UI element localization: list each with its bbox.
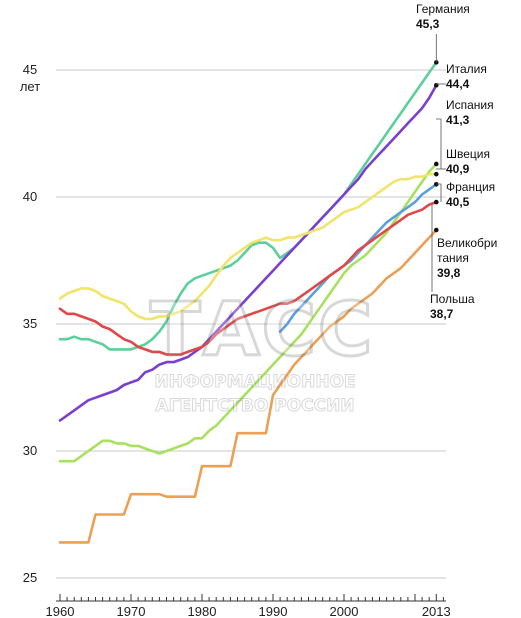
- series-label-value: 44,4: [446, 77, 470, 91]
- series-label-name: тания: [437, 251, 469, 265]
- series-line-1: [58, 83, 438, 422]
- x-tick-label: 1980: [188, 604, 217, 618]
- y-tick-label: 40: [23, 189, 37, 204]
- x-tick-label: 1990: [259, 604, 288, 618]
- series-label-name: Швеция: [446, 147, 490, 161]
- gridlines: [56, 69, 446, 579]
- x-tick-label: 1960: [46, 604, 75, 618]
- y-tick-label: 35: [23, 316, 37, 331]
- line-labels: Германия45,3Италия44,4Испания41,3Швеция4…: [416, 2, 497, 321]
- endpoint-dot-6: [434, 227, 439, 233]
- endpoint-dot-5: [434, 199, 439, 205]
- series-label-name: Франция: [446, 180, 495, 194]
- series-line-4: [278, 183, 438, 333]
- leader-line: [436, 183, 442, 202]
- y-tick-label: 25: [23, 570, 37, 585]
- series-line-3: [58, 172, 438, 321]
- series-label-name: Италия: [446, 62, 487, 76]
- y-tick-label: 30: [23, 443, 37, 458]
- endpoint-dot-2: [434, 161, 439, 167]
- series-line-2: [58, 162, 438, 463]
- x-tick-label: 2013: [422, 604, 451, 618]
- series-label-value: 40,9: [446, 162, 470, 176]
- x-tick-label: 2000: [330, 604, 359, 618]
- series-label-name: Польша: [430, 292, 475, 306]
- series-label-name: Германия: [416, 2, 470, 16]
- leader-line: [436, 118, 442, 169]
- series-label-value: 38,7: [430, 307, 454, 321]
- series-label-value: 39,8: [437, 266, 461, 280]
- series-label-name: Испания: [446, 98, 494, 112]
- y-tick-label: 45: [23, 62, 37, 77]
- y-axis-unit: лет: [20, 79, 40, 94]
- series-label-name: Великобри: [437, 236, 497, 250]
- series-label-value: 40,5: [446, 195, 470, 209]
- series-label-value: 45,3: [416, 17, 440, 31]
- x-tick-label: 1970: [117, 604, 146, 618]
- y-axis: 25 30 35 40 45 лет: [20, 62, 40, 585]
- x-axis: 1960 1970 1980 1990 2000 2013: [46, 594, 451, 618]
- series-line-6: [58, 228, 438, 544]
- endpoint-dot-3: [434, 171, 439, 177]
- series-line-0: [58, 61, 438, 351]
- series-line-5: [58, 200, 438, 356]
- series-lines: [58, 61, 438, 544]
- series-label-value: 41,3: [446, 113, 470, 127]
